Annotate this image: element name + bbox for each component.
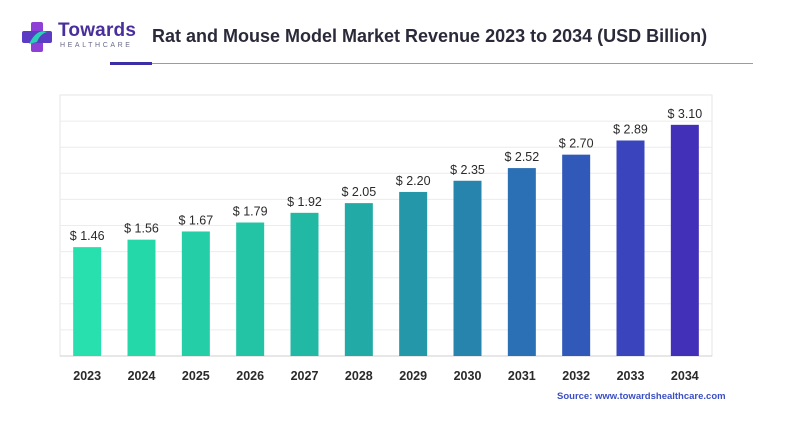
bar-2026 — [236, 222, 265, 356]
value-label-2028: $ 2.05 — [341, 185, 376, 199]
value-label-2025: $ 1.67 — [178, 213, 213, 227]
x-tick-label-2032: 2032 — [562, 369, 590, 383]
bar-2025 — [181, 231, 210, 356]
value-label-2026: $ 1.79 — [233, 205, 268, 219]
bar-2023 — [73, 247, 102, 356]
x-tick-label-2027: 2027 — [291, 369, 319, 383]
value-label-2024: $ 1.56 — [124, 222, 159, 236]
brand-subtitle: HEALTHCARE — [60, 42, 133, 49]
brand-name: Towards — [58, 20, 137, 41]
source-note: Source: www.towardshealthcare.com — [557, 391, 726, 402]
x-tick-label-2030: 2030 — [454, 369, 482, 383]
value-label-2030: $ 2.35 — [450, 163, 485, 177]
bar-2028 — [344, 203, 373, 356]
x-tick-label-2025: 2025 — [182, 369, 210, 383]
value-label-2033: $ 2.89 — [613, 122, 648, 136]
bar-2029 — [399, 191, 428, 356]
chart-title: Rat and Mouse Model Market Revenue 2023 … — [152, 26, 708, 46]
value-label-2023: $ 1.46 — [70, 229, 105, 243]
chart-grid — [59, 94, 713, 357]
x-tick-label-2034: 2034 — [671, 369, 699, 383]
x-axis-labels: 2023 2024 2025 2026 2027 2028 2029 2030 2031 2032… — [73, 369, 699, 383]
x-tick-label-2028: 2028 — [345, 369, 373, 383]
value-labels: $ 1.46 $ 1.56 $ 1.67 $ 1.79 $ 1.92 $ 2.05 $ 2.… — [70, 107, 702, 243]
title-rule — [152, 63, 753, 64]
bar-2024 — [127, 239, 156, 356]
value-label-2029: $ 2.20 — [396, 174, 431, 188]
x-tick-label-2023: 2023 — [73, 369, 101, 383]
bar-2030 — [453, 180, 482, 356]
bar-2033 — [616, 140, 645, 356]
bar-2031 — [507, 168, 536, 356]
bar-2027 — [290, 212, 319, 356]
x-tick-label-2026: 2026 — [236, 369, 264, 383]
x-tick-label-2029: 2029 — [399, 369, 427, 383]
chart-bars — [73, 124, 699, 356]
value-label-2034: $ 3.10 — [667, 107, 702, 121]
value-label-2027: $ 1.92 — [287, 195, 322, 209]
title-rule-accent — [110, 62, 152, 65]
bar-2034 — [670, 124, 699, 356]
value-label-2031: $ 2.52 — [504, 150, 539, 164]
x-tick-label-2033: 2033 — [617, 369, 645, 383]
bar-2032 — [562, 154, 591, 356]
x-tick-label-2031: 2031 — [508, 369, 536, 383]
brand-cross-icon — [22, 22, 52, 52]
value-label-2032: $ 2.70 — [559, 137, 594, 151]
x-tick-label-2024: 2024 — [128, 369, 156, 383]
brand-logo: Towards HEALTHCARE — [20, 18, 150, 58]
